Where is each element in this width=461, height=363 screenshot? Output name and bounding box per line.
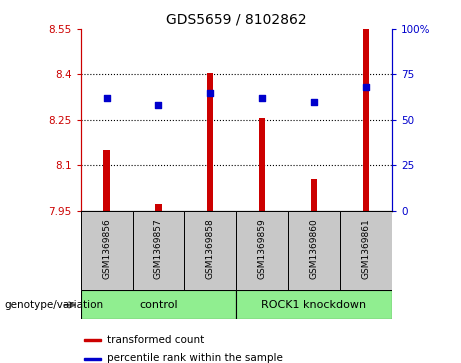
- Bar: [84, 339, 101, 341]
- Text: genotype/variation: genotype/variation: [5, 300, 104, 310]
- Bar: [155, 204, 161, 211]
- Point: [155, 102, 162, 108]
- Point: [310, 99, 318, 105]
- Point: [103, 95, 110, 101]
- Text: GSM1369856: GSM1369856: [102, 219, 111, 279]
- Bar: [236, 211, 288, 290]
- Bar: [207, 73, 213, 211]
- Bar: [184, 211, 236, 290]
- Text: GSM1369861: GSM1369861: [361, 219, 371, 279]
- Text: GSM1369858: GSM1369858: [206, 219, 215, 279]
- Text: control: control: [139, 300, 178, 310]
- Point: [259, 95, 266, 101]
- Text: GSM1369860: GSM1369860: [309, 219, 319, 279]
- Bar: [288, 211, 340, 290]
- Bar: [311, 179, 317, 211]
- Bar: [84, 358, 101, 360]
- Title: GDS5659 / 8102862: GDS5659 / 8102862: [166, 12, 307, 26]
- Text: percentile rank within the sample: percentile rank within the sample: [107, 354, 283, 363]
- Point: [207, 90, 214, 95]
- Point: [362, 84, 370, 90]
- Bar: [133, 211, 184, 290]
- Bar: [363, 29, 369, 211]
- Bar: [81, 290, 236, 319]
- Bar: [259, 118, 266, 211]
- Text: GSM1369857: GSM1369857: [154, 219, 163, 279]
- Bar: [81, 211, 133, 290]
- Bar: [340, 211, 392, 290]
- Bar: [236, 290, 392, 319]
- Text: GSM1369859: GSM1369859: [258, 219, 267, 279]
- Text: transformed count: transformed count: [107, 335, 204, 344]
- Text: ROCK1 knockdown: ROCK1 knockdown: [261, 300, 366, 310]
- Bar: [103, 150, 110, 211]
